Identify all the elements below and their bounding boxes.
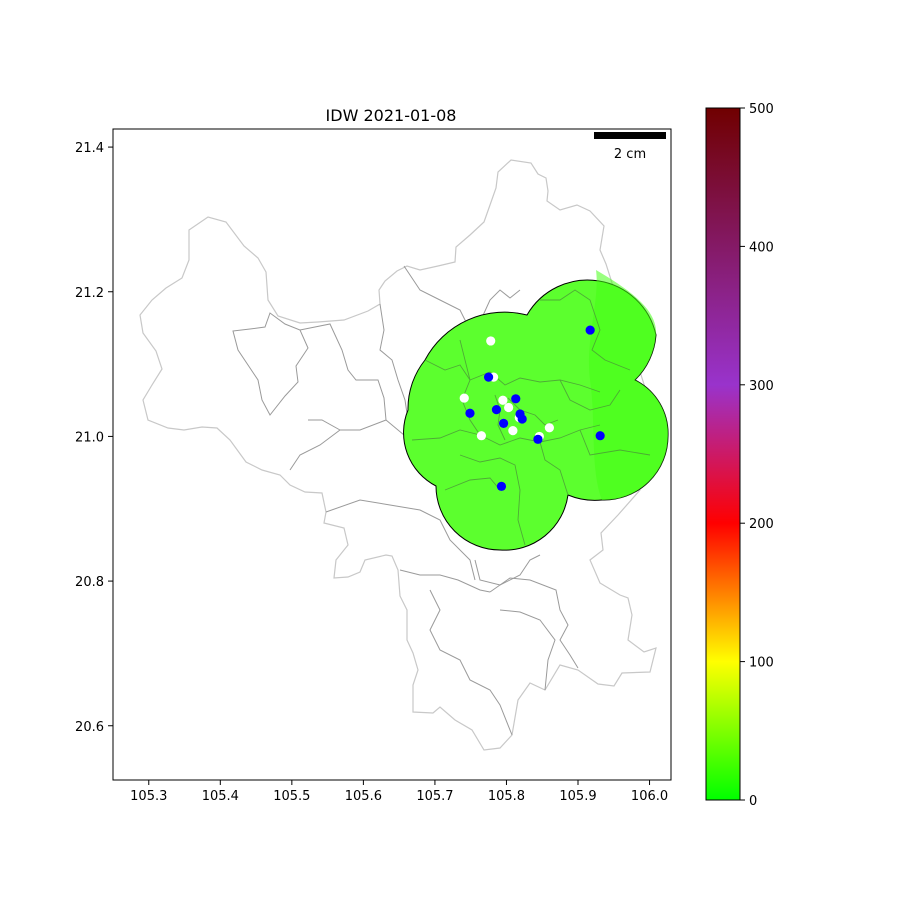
colorbar-tick-label: 500 (749, 102, 774, 117)
x-tick-label: 106.0 (631, 789, 668, 804)
colorbar-axis: 500 400 300 200 100 0 (740, 102, 774, 809)
idw-field (403, 270, 669, 551)
station-point (496, 481, 507, 491)
colorbar-tick-label: 0 (749, 794, 757, 809)
x-axis: 105.3 105.4 105.5 105.6 105.7 105.8 105.9 106.0 (130, 780, 668, 804)
station-point (511, 394, 521, 404)
white-point (544, 423, 554, 433)
station-points-layer (465, 325, 605, 491)
white-point (508, 426, 518, 436)
y-tick-label: 20.8 (75, 575, 104, 590)
y-tick-label: 21.2 (75, 286, 104, 301)
white-point (459, 393, 469, 403)
colorbar-tick-label: 100 (749, 656, 774, 671)
axes-frame (112, 128, 672, 781)
x-tick-label: 105.5 (273, 789, 310, 804)
colorbar-tick-label: 400 (749, 240, 774, 255)
white-point (486, 336, 496, 346)
x-tick-label: 105.4 (202, 789, 239, 804)
colorbar-tick-label: 200 (749, 517, 774, 532)
station-point (595, 431, 605, 441)
map-title: IDW 2021-01-08 (326, 106, 457, 125)
district-boundaries (232, 265, 579, 736)
white-point (504, 402, 514, 413)
station-point (585, 325, 595, 335)
x-tick-label: 105.3 (130, 789, 167, 804)
scale-bar (594, 132, 666, 139)
colorbar (705, 107, 741, 801)
x-tick-label: 105.7 (416, 789, 453, 804)
station-point (533, 434, 543, 444)
province-boundary (139, 159, 661, 751)
y-tick-label: 20.6 (75, 720, 104, 735)
y-tick-label: 21.0 (75, 430, 104, 445)
scale-bar-label: 2 cm (614, 147, 646, 162)
white-point (498, 395, 508, 405)
y-tick-label: 21.4 (75, 141, 104, 156)
station-point (499, 418, 509, 428)
station-point (491, 405, 502, 415)
colorbar-tick-label: 300 (749, 379, 774, 394)
x-tick-label: 105.8 (488, 789, 525, 804)
station-point (483, 372, 494, 382)
x-tick-label: 105.6 (345, 789, 382, 804)
station-point (465, 408, 475, 418)
station-point (517, 414, 527, 424)
white-point (476, 431, 487, 441)
y-axis: 21.4 21.2 21.0 20.8 20.6 (75, 141, 113, 735)
x-tick-label: 105.9 (559, 789, 596, 804)
